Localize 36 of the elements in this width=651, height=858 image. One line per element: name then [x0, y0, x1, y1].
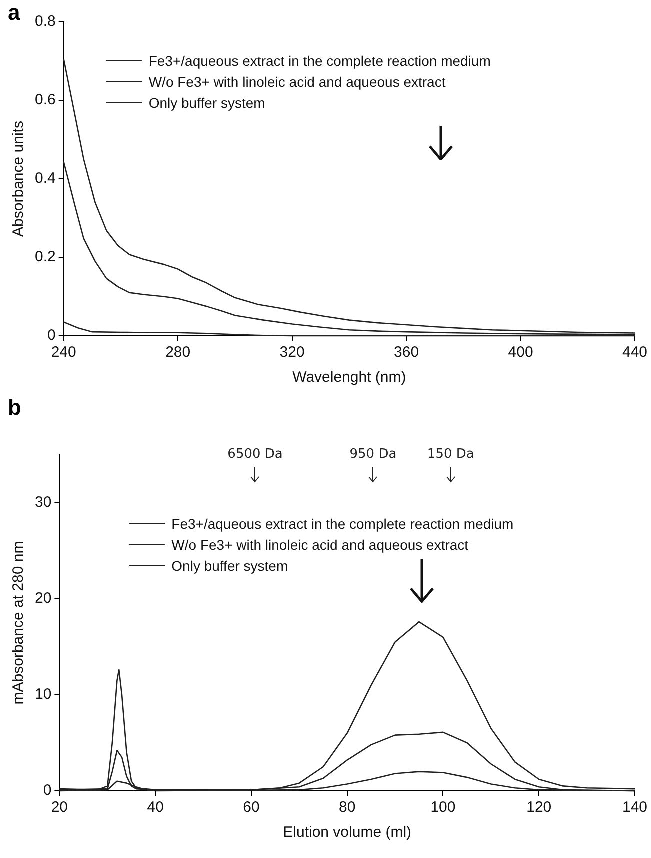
y-tick-label: 30 — [34, 494, 52, 512]
x-tick-label: 400 — [508, 344, 534, 362]
y-tick-label: 0 — [48, 327, 56, 344]
x-tick-label: 60 — [243, 799, 260, 816]
x-tick-label: 320 — [280, 344, 305, 362]
x-tick-label: 100 — [430, 799, 456, 816]
y-tick-label: 10 — [34, 686, 52, 704]
x-tick-label: 140 — [622, 799, 648, 816]
y-axis-title: mAbsorbance at 280 nm — [10, 541, 28, 705]
y-tick-label: 0.4 — [34, 170, 56, 188]
legend-label: W/o Fe3+ with linoleic acid and aqueous extract — [148, 74, 446, 90]
y-tick-label: 0.6 — [34, 92, 56, 109]
legend-label: Fe3+/aqueous extract in the complete reaction medium — [172, 516, 514, 532]
chart-title: a — [8, 0, 20, 26]
y-tick-label: 0.8 — [34, 13, 56, 30]
annotation: 150 Da — [426, 447, 476, 462]
y-tick-label: 0.2 — [34, 248, 56, 266]
legend-label: Only buffer system — [172, 558, 288, 574]
annotation: 950 Da — [348, 447, 398, 462]
x-axis-title: Wavelenght (nm) — [292, 369, 406, 386]
y-axis-title: Absorbance units — [10, 121, 28, 237]
annotation: 6500 Da — [226, 447, 284, 462]
legend-label: W/o Fe3+ with linoleic acid and aqueous extract — [172, 536, 469, 552]
x-tick-label: 280 — [166, 344, 191, 362]
legend-label: Fe3+/aqueous extract in the complete reaction medium — [148, 52, 491, 68]
x-tick-label: 80 — [339, 799, 356, 816]
x-tick-label: 240 — [51, 344, 76, 362]
chart-title: b — [8, 395, 22, 421]
x-tick-label: 120 — [526, 799, 552, 816]
y-tick-label: 0 — [43, 782, 52, 800]
y-tick-label: 20 — [34, 590, 52, 608]
legend-label: Only buffer system — [148, 94, 266, 110]
x-axis-title: Elution volume (ml) — [283, 824, 412, 842]
x-tick-label: 360 — [394, 344, 420, 362]
x-tick-label: 440 — [622, 344, 648, 362]
x-tick-label: 40 — [147, 799, 164, 816]
